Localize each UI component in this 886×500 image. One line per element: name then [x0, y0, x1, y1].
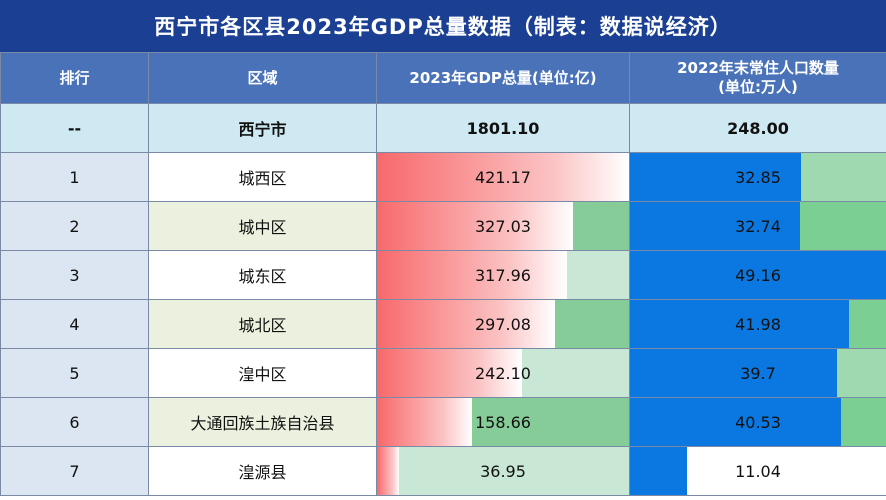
table-row: 4 城北区 297.08 41.98	[0, 299, 886, 349]
row-gdp-value: 242.10	[475, 363, 531, 383]
row-area: 湟源县	[148, 446, 377, 496]
pop-bar-remainder	[800, 202, 886, 250]
gdp-bar	[377, 300, 555, 348]
gdp-bar	[377, 251, 568, 299]
row-gdp-value: 158.66	[475, 412, 531, 432]
header-row: 排行 区域 2023年GDP总量(单位:亿) 2022年末常住人口数量 (单位:…	[0, 52, 886, 104]
row-pop-cell: 49.16	[629, 250, 886, 300]
table-row: 1 城西区 421.17 32.85	[0, 152, 886, 202]
row-pop-value: 41.98	[735, 314, 781, 334]
gdp-table: 排行 区域 2023年GDP总量(单位:亿) 2022年末常住人口数量 (单位:…	[0, 52, 886, 496]
row-gdp-cell: 36.95	[376, 446, 630, 496]
row-rank: 1	[0, 152, 149, 202]
row-pop-value: 11.04	[735, 461, 781, 481]
row-area: 城中区	[148, 201, 377, 251]
row-pop-value: 32.74	[735, 216, 781, 236]
pop-bar	[630, 300, 849, 348]
gdp-bar-remainder	[521, 349, 629, 397]
total-row: -- 西宁市 1801.10 248.00	[0, 103, 886, 153]
row-area: 城东区	[148, 250, 377, 300]
row-gdp-value: 421.17	[475, 167, 531, 187]
table-row: 6 大通回族土族自治县 158.66 40.53	[0, 397, 886, 447]
pop-bar	[630, 202, 801, 250]
pop-bar	[630, 447, 688, 495]
row-rank: 5	[0, 348, 149, 398]
row-pop-cell: 32.74	[629, 201, 886, 251]
pop-bar-remainder	[836, 349, 886, 397]
pop-bar	[630, 153, 802, 201]
gdp-bar	[377, 349, 522, 397]
row-pop-value: 32.85	[735, 167, 781, 187]
row-pop-value: 49.16	[735, 265, 781, 285]
pop-bar-remainder	[848, 300, 886, 348]
row-pop-cell: 11.04	[629, 446, 886, 496]
row-pop-cell: 40.53	[629, 397, 886, 447]
row-rank: 3	[0, 250, 149, 300]
table-row: 5 湟中区 242.10 39.7	[0, 348, 886, 398]
row-rank: 2	[0, 201, 149, 251]
gdp-bar	[377, 398, 472, 446]
table-title: 西宁市各区县2023年GDP总量数据（制表：数据说经济）	[0, 0, 886, 52]
header-area: 区域	[148, 52, 377, 104]
row-area: 大通回族土族自治县	[148, 397, 377, 447]
header-pop-line1: 2022年末常住人口数量	[677, 59, 839, 77]
pop-bar-remainder	[801, 153, 886, 201]
table-row: 2 城中区 327.03 32.74	[0, 201, 886, 251]
row-gdp-cell: 242.10	[376, 348, 630, 398]
table-row: 7 湟源县 36.95 11.04	[0, 446, 886, 496]
total-area: 西宁市	[148, 103, 377, 153]
gdp-bar	[377, 447, 400, 495]
gdp-bar-remainder	[554, 300, 629, 348]
pop-bar	[630, 349, 837, 397]
row-gdp-value: 36.95	[480, 461, 526, 481]
gdp-bar-remainder	[471, 398, 629, 446]
row-gdp-cell: 158.66	[376, 397, 630, 447]
row-gdp-cell: 317.96	[376, 250, 630, 300]
row-rank: 7	[0, 446, 149, 496]
row-pop-cell: 32.85	[629, 152, 886, 202]
row-area: 城西区	[148, 152, 377, 202]
header-pop-line2: (单位:万人)	[718, 78, 798, 96]
gdp-bar-remainder	[572, 202, 629, 250]
row-gdp-cell: 297.08	[376, 299, 630, 349]
row-gdp-value: 327.03	[475, 216, 531, 236]
total-gdp: 1801.10	[376, 103, 630, 153]
row-area: 湟中区	[148, 348, 377, 398]
pop-bar-remainder	[841, 398, 886, 446]
gdp-bar-remainder	[567, 251, 629, 299]
row-pop-cell: 41.98	[629, 299, 886, 349]
row-rank: 6	[0, 397, 149, 447]
row-gdp-cell: 421.17	[376, 152, 630, 202]
row-rank: 4	[0, 299, 149, 349]
row-pop-cell: 39.7	[629, 348, 886, 398]
total-pop: 248.00	[629, 103, 886, 153]
gdp-bar	[377, 153, 629, 201]
total-rank: --	[0, 103, 149, 153]
row-area: 城北区	[148, 299, 377, 349]
pop-bar	[630, 251, 886, 299]
table-row: 3 城东区 317.96 49.16	[0, 250, 886, 300]
row-gdp-cell: 327.03	[376, 201, 630, 251]
header-pop: 2022年末常住人口数量 (单位:万人)	[629, 52, 886, 104]
row-pop-value: 39.7	[740, 363, 776, 383]
row-pop-value: 40.53	[735, 412, 781, 432]
header-rank: 排行	[0, 52, 149, 104]
gdp-bar-remainder	[399, 447, 629, 495]
header-gdp: 2023年GDP总量(单位:亿)	[376, 52, 630, 104]
gdp-bar	[377, 202, 573, 250]
row-gdp-value: 297.08	[475, 314, 531, 334]
row-gdp-value: 317.96	[475, 265, 531, 285]
pop-bar	[630, 398, 842, 446]
